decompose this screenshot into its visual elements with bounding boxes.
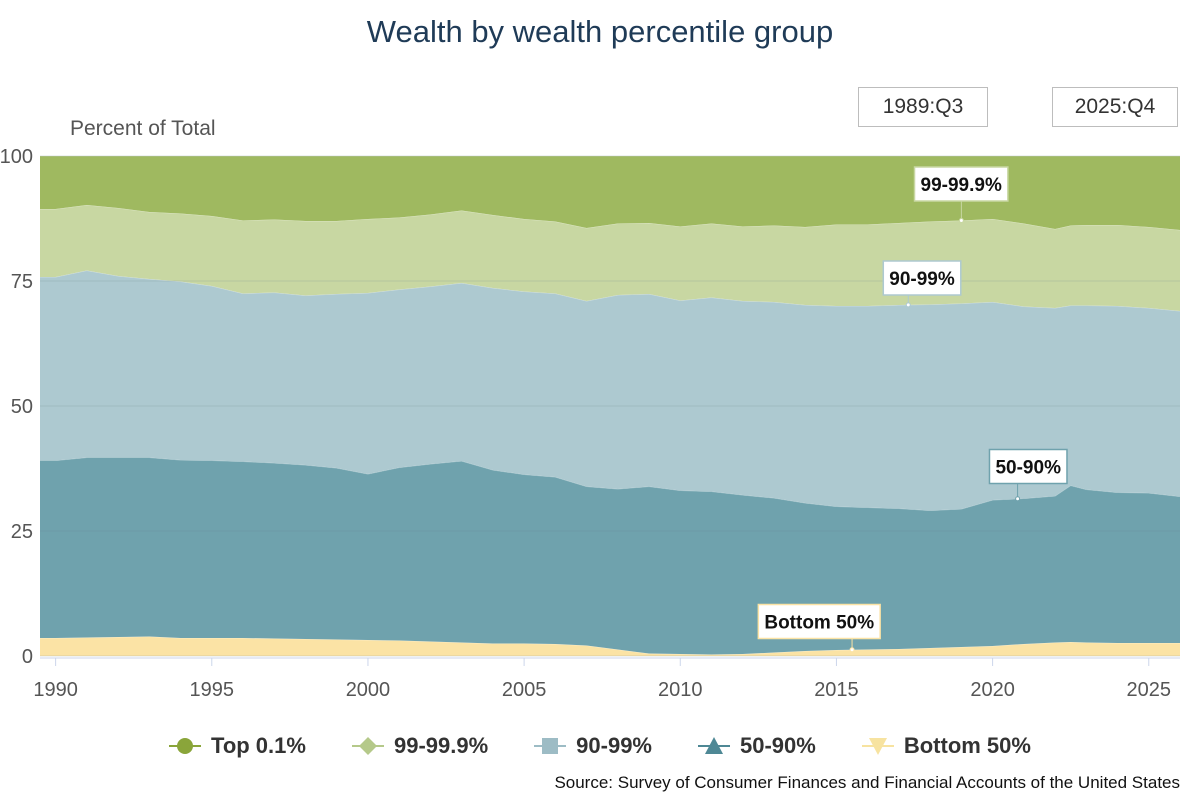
legend-item-top-0-1pct[interactable]: Top 0.1% (169, 733, 306, 759)
legend-marker-diamond-icon (351, 737, 384, 755)
legend-marker-square-icon (534, 738, 567, 754)
legend-label-99-99-9pct: 99-99.9% (393, 733, 489, 758)
annotation-bottom-50pct: Bottom 50% (757, 603, 881, 653)
area-bottom-50pct[interactable] (40, 636, 1180, 657)
annotation-label-bottom-50pct: Bottom 50% (764, 613, 874, 634)
area-50-90pct[interactable] (40, 457, 1180, 655)
annotation-box-50-90pct (988, 448, 1068, 485)
annotation-point-90-99pct (905, 302, 911, 308)
x-tick-label-2010: 2010 (658, 679, 703, 701)
legend-label-top-0-1pct: Top 0.1% (211, 733, 306, 758)
area-top-0-1pct[interactable] (40, 156, 1180, 230)
legend-label-bottom-50pct: Bottom 50% (903, 733, 1031, 758)
x-tick-label-1995: 1995 (190, 679, 235, 701)
annotation-point-bottom-50pct (849, 647, 855, 653)
annotation-box-90-99pct (882, 260, 962, 296)
area-90-99pct[interactable] (40, 270, 1180, 511)
legend-item-bottom-50pct[interactable]: Bottom 50% (861, 733, 1031, 759)
y-tick-label-75: 75 (11, 271, 33, 293)
source-note: Source: Survey of Consumer Finances and … (554, 773, 1180, 792)
legend-label-90-99pct: 90-99% (576, 733, 652, 758)
annotation-layer: 99-99.9% 90-99% 50-90% Bottom 50% (757, 166, 1068, 653)
y-tick-label-100: 100 (0, 146, 33, 168)
legend-marker-triangle-down-icon (861, 738, 894, 755)
chart-title: Wealth by wealth percentile group (366, 14, 834, 49)
end-date-box[interactable]: 2025:Q4 (1052, 87, 1178, 127)
x-tick-label-2000: 2000 (346, 679, 391, 701)
annotation-box-bottom-50pct (757, 603, 881, 640)
annotation-point-99-99-9pct (958, 218, 964, 223)
legend-marker-triangle-up-icon (698, 737, 730, 754)
legend-item-50-90pct[interactable]: 50-90% (698, 733, 816, 759)
annotation-99-99-9pct: 99-99.9% (913, 166, 1009, 223)
legend-item-90-99pct[interactable]: 90-99% (534, 733, 652, 759)
legend-marker-circle-icon (169, 738, 202, 754)
legend: Top 0.1% 99-99.9% 90-99% 50-90% Bottom 50% (0, 733, 1200, 759)
annotation-90-99pct: 90-99% (882, 260, 962, 308)
stacked-area-chart: 0 25 50 75 100 1990 1995 2000 2005 2010 2015 2020 20… (0, 117, 1181, 701)
axis-layer: 0 25 50 75 100 1990 1995 2000 2005 2010 2015 2020 20… (0, 146, 1180, 701)
annotation-point-50-90pct (1015, 496, 1021, 502)
start-date-box[interactable]: 1989:Q3 (858, 87, 988, 127)
gridline-layer (40, 155, 1180, 657)
x-tick-label-2015: 2015 (814, 679, 859, 701)
x-tick-label-2005: 2005 (502, 679, 547, 701)
annotation-box-99-99-9pct (913, 166, 1009, 202)
legend-label-50-90pct: 50-90% (740, 733, 816, 758)
legend-item-99-99-9pct[interactable]: 99-99.9% (351, 733, 489, 759)
x-tick-label-1990: 1990 (33, 679, 78, 701)
area-layer (40, 155, 1181, 657)
annotation-50-90pct: 50-90% (988, 448, 1068, 502)
y-tick-label-25: 25 (11, 521, 33, 543)
x-tick-label-2020: 2020 (970, 679, 1015, 701)
annotation-label-99-99-9pct: 99-99.9% (921, 175, 1002, 196)
y-axis-label: Percent of Total (70, 117, 216, 140)
x-tick-label-2025: 2025 (1127, 679, 1172, 701)
annotation-label-50-90pct: 50-90% (995, 458, 1061, 479)
y-tick-label-0: 0 (22, 646, 33, 668)
annotation-label-90-99pct: 90-99% (889, 269, 955, 290)
y-tick-label-50: 50 (11, 396, 33, 418)
